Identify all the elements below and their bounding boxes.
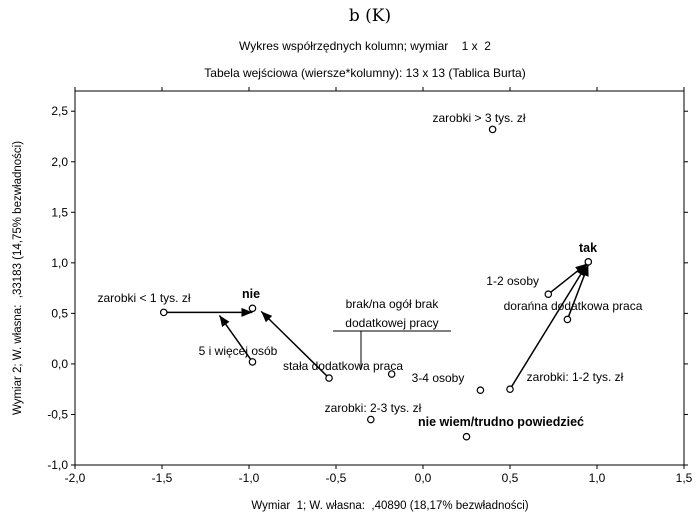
y-axis-label: Wymiar 2; W. własna: ,33183 (14,75% bezw… <box>12 141 24 415</box>
data-point <box>325 374 333 382</box>
x-tick-label: -0,5 <box>326 471 347 485</box>
y-tick-label: 0,0 <box>51 357 68 371</box>
data-point <box>387 370 396 378</box>
point-labels-layer: zarobki > 3 tys. zł tak 1-2 osoby dorańna d… <box>97 111 642 429</box>
x-tick-label: 0,0 <box>415 471 432 485</box>
x-axis-label: Wymiar 1; W. własna: ,40890 (18,17% bezw… <box>251 500 528 512</box>
point-label: dorańna dodatkowa praca <box>504 299 643 313</box>
point-label: zarobki: 2-3 tys. zł <box>325 401 422 415</box>
point-label: zarobki > 3 tys. zł <box>432 111 525 125</box>
y-tick-label: 2,0 <box>51 155 68 169</box>
point-label: stała dodatkowa praca <box>283 359 403 373</box>
points-layer <box>159 125 593 441</box>
data-point <box>462 432 471 441</box>
x-axis: -2,0 -1,5 -1,0 -0,5 0,0 0,5 1,0 1,5 <box>65 87 693 485</box>
chart-title: b (K) <box>349 6 391 26</box>
arrows-layer <box>163 263 590 390</box>
x-tick-label: 1,0 <box>589 471 606 485</box>
arrow-head <box>219 315 230 327</box>
point-label: zarobki: 1-2 tys. zł <box>527 370 624 384</box>
y-tick-label: 2,5 <box>51 104 68 118</box>
y-tick-label: -1,0 <box>47 458 68 472</box>
y-axis: -1,0 -0,5 0,0 0,5 1,0 1,5 2,0 2,5 <box>47 104 688 472</box>
point-label: nie <box>242 287 260 301</box>
data-point <box>544 290 553 298</box>
x-tick-label: -2,0 <box>65 471 86 485</box>
arrow-line <box>509 264 588 390</box>
chart-subtitle-2: Tabela wejściowa (wiersze*kolumny): 13 x… <box>204 66 525 80</box>
data-point <box>488 125 497 134</box>
point-label: 3-4 osoby <box>412 371 465 385</box>
data-point <box>563 315 572 324</box>
y-tick-label: -0,5 <box>47 407 68 421</box>
point-label: zarobki < 1 tys. zł <box>97 291 190 305</box>
point-label: 5 i więcej osób <box>199 344 278 358</box>
point-label: dodatkowej pracy <box>345 316 438 330</box>
arrow-head <box>580 264 589 277</box>
y-tick-label: 1,0 <box>51 256 68 270</box>
data-point <box>366 415 375 424</box>
point-label: 1-2 osoby <box>486 274 539 288</box>
point-label: nie wiem/trudno powiedzieć <box>418 415 584 429</box>
arrow-head <box>241 307 253 317</box>
data-point <box>248 304 257 313</box>
arrow-head <box>261 311 273 323</box>
plot-area <box>74 90 685 466</box>
data-point <box>476 386 485 395</box>
x-tick-label: 1,5 <box>676 471 693 485</box>
point-label: brak/na ogół brak <box>346 297 440 311</box>
data-point <box>506 385 514 393</box>
arrow-head <box>575 263 587 275</box>
x-tick-label: -1,0 <box>239 471 260 485</box>
x-tick-label: -1,5 <box>152 471 173 485</box>
y-tick-label: 0,5 <box>51 306 68 320</box>
y-tick-label: 1,5 <box>51 205 68 219</box>
data-point <box>248 358 257 366</box>
arrow-line <box>260 310 330 379</box>
data-point <box>159 308 168 317</box>
x-tick-label: 0,5 <box>502 471 519 485</box>
point-label: tak <box>579 241 597 255</box>
data-point <box>584 258 593 266</box>
chart-subtitle-1: Wykres współrzędnych kolumn; wymiar 1 x … <box>239 39 491 53</box>
